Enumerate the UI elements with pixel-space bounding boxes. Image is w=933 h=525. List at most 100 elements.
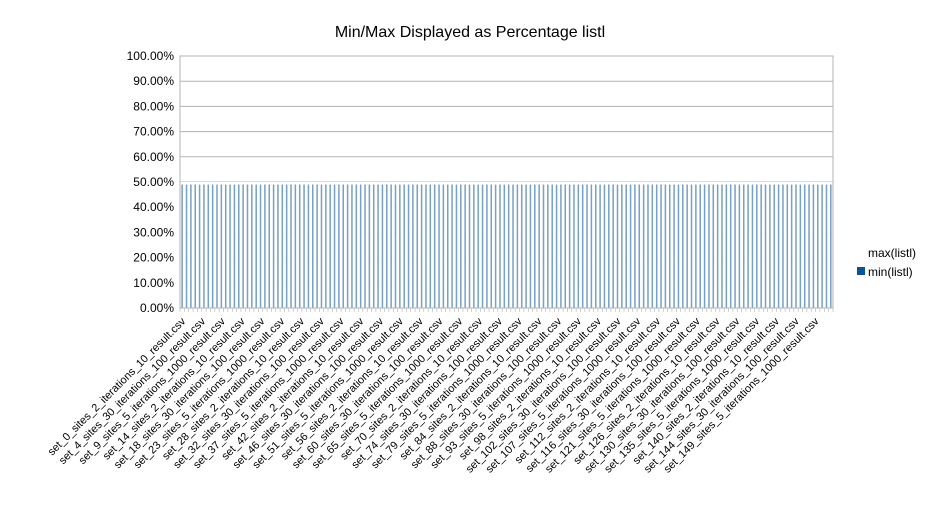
bar-min [803,184,806,308]
bar-min [203,184,205,308]
bar-min [764,184,767,308]
bar-min [468,184,471,308]
bar-min [451,184,453,308]
bar-min [534,184,536,308]
bar-min [481,184,484,308]
bar-min [660,184,662,308]
bar-min [355,184,358,308]
bar-min [608,184,610,308]
bar-min [446,184,449,308]
bar-min [568,184,571,308]
bar-min [817,184,819,308]
legend-label-min: min(listl) [868,265,913,279]
bar-min [255,184,257,308]
bar-min [651,184,654,308]
bar-min [377,184,379,308]
bar-min [246,184,249,308]
y-tick-label: 90.00% [133,74,174,88]
bar-min [490,184,493,308]
y-tick-label: 80.00% [133,99,174,113]
bar-min [769,184,771,308]
bar-min [716,184,719,308]
bar-min [220,184,223,308]
bar-min [399,184,401,308]
bar-min [542,184,545,308]
bar-min [690,184,693,308]
bar-min [830,184,832,308]
bar-min [712,184,715,308]
bar-min [590,184,593,308]
bar-min [695,184,697,308]
bar-min [547,184,549,308]
bar-min [216,184,218,308]
bar-min [516,184,519,308]
bar-min [612,184,614,308]
bar-min [738,184,741,308]
bar-min [629,184,632,308]
bar-min [729,184,732,308]
bar-min [734,184,736,308]
bar-min [455,184,458,308]
bar-min [634,184,636,308]
y-tick-label: 40.00% [133,200,174,214]
bar-min [290,184,292,308]
bar-min [338,184,340,308]
bar-min [673,184,675,308]
bar-min [499,184,501,308]
bar-min [486,184,488,308]
bar-min [773,184,775,308]
bar-min [551,184,553,308]
bars [180,182,833,308]
bar-min [442,184,445,308]
bar-min [307,184,310,308]
bar-min [277,184,279,308]
bar-min [603,184,606,308]
bar-min [224,184,227,308]
bar-min [407,184,410,308]
bar-min [782,184,784,308]
legend: max(listl) min(listl) [857,246,916,279]
bar-min [181,184,183,308]
bar-min [294,184,297,308]
bar-min [599,184,601,308]
bar-min [625,184,627,308]
bar-min [760,184,762,308]
bar-min [699,184,701,308]
bar-min [756,184,758,308]
bar-min [507,184,510,308]
bar-min [747,184,749,308]
chart-title: Min/Max Displayed as Percentage listl [335,24,605,41]
bar-min [586,184,588,308]
bar-min [594,184,597,308]
bar-min [677,184,680,308]
bar-min [238,184,240,308]
bar-min [303,184,305,308]
bar-min [581,184,584,308]
y-tick-label: 70.00% [133,125,174,139]
bar-min [298,184,301,308]
y-tick-label: 50.00% [133,175,174,189]
bar-min [416,184,419,308]
bar-min [412,184,414,308]
bar-min [642,184,645,308]
bar-min [825,184,828,308]
bar-min [655,184,658,308]
bar-min [790,184,793,308]
bar-min [682,184,684,308]
bar-min [264,184,266,308]
bar-min [429,184,432,308]
bar-min [364,184,366,308]
bar-min [477,184,479,308]
bar-min [742,184,745,308]
bar-min [381,184,384,308]
bar-min [525,184,527,308]
bar-min [799,184,802,308]
bar-min [616,184,619,308]
bar-min [272,184,275,308]
bar-min [460,184,462,308]
bar-min [664,184,667,308]
bar-min [233,184,236,308]
bar-min [751,184,754,308]
bar-min [342,184,345,308]
bar-min [325,184,327,308]
